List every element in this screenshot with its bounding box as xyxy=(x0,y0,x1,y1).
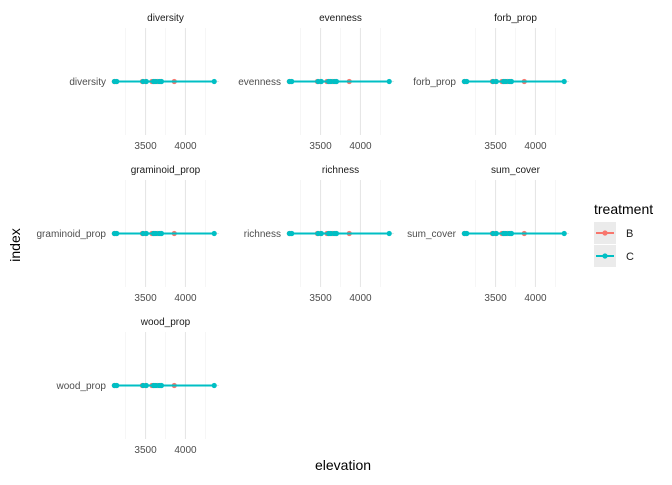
data-point-C xyxy=(289,230,295,237)
panel-graminoid-prop: graminoid_prop graminoid_prop 3500 4000 xyxy=(37,165,219,304)
legend-label-C: C xyxy=(626,251,634,263)
data-point-C xyxy=(508,78,515,85)
data-point-C xyxy=(143,230,149,237)
data-point-C xyxy=(158,230,165,237)
data-point-C xyxy=(333,230,340,237)
y-tick-label: forb_prop xyxy=(413,77,456,88)
data-point-C xyxy=(561,230,567,237)
x-tick-label: 4000 xyxy=(174,445,197,456)
x-tick-label: 3500 xyxy=(484,141,507,152)
y-tick-label: wood_prop xyxy=(56,381,107,392)
x-tick-label: 3500 xyxy=(134,445,157,456)
panel-evenness: evenness evenness 3500 4000 xyxy=(238,13,394,152)
data-point-C xyxy=(318,230,324,237)
y-tick-label: graminoid_prop xyxy=(37,229,107,240)
x-tick-label: 4000 xyxy=(174,293,197,304)
panel-title: evenness xyxy=(319,13,362,24)
data-point-C xyxy=(464,230,470,237)
panel-richness: richness richness 3500 4000 xyxy=(244,165,394,304)
data-point-C xyxy=(143,382,149,389)
x-tick-label: 4000 xyxy=(524,293,547,304)
data-point-C xyxy=(158,78,165,85)
panel-title: richness xyxy=(322,165,359,176)
x-tick-label: 4000 xyxy=(174,141,197,152)
x-tick-label: 3500 xyxy=(134,141,157,152)
data-point-C xyxy=(158,382,165,389)
panel-sum-cover: sum_cover sum_cover 3500 4000 xyxy=(407,165,569,304)
x-tick-label: 3500 xyxy=(309,293,332,304)
data-point-C xyxy=(143,78,149,85)
data-point-C xyxy=(493,78,499,85)
panel-title: wood_prop xyxy=(140,317,191,328)
data-point-C xyxy=(333,78,340,85)
x-tick-label: 3500 xyxy=(309,141,332,152)
x-tick-label: 4000 xyxy=(349,293,372,304)
data-point-C xyxy=(493,230,499,237)
x-tick-label: 3500 xyxy=(134,293,157,304)
panel-title: graminoid_prop xyxy=(131,165,201,176)
legend-key-point xyxy=(602,253,608,259)
x-tick-label: 4000 xyxy=(524,141,547,152)
data-point-C xyxy=(508,230,515,237)
data-point-C xyxy=(114,382,120,389)
panel-title: forb_prop xyxy=(494,13,537,24)
data-point-C xyxy=(114,230,120,237)
y-tick-label: diversity xyxy=(69,77,106,88)
data-point-C xyxy=(464,78,470,85)
panel-wood-prop: wood_prop wood_prop 3500 4000 xyxy=(56,317,219,456)
data-point-C xyxy=(386,230,392,237)
data-point-C xyxy=(211,382,217,389)
data-point-C xyxy=(561,78,567,85)
y-axis-title: index xyxy=(7,228,23,261)
legend-title: treatment xyxy=(594,201,653,217)
x-tick-label: 3500 xyxy=(484,293,507,304)
legend-key-point xyxy=(602,230,608,236)
panel-title: diversity xyxy=(147,13,184,24)
legend-label-B: B xyxy=(626,228,633,240)
data-point-C xyxy=(289,78,295,85)
data-point-C xyxy=(318,78,324,85)
y-tick-label: richness xyxy=(244,229,281,240)
y-tick-label: sum_cover xyxy=(407,229,457,240)
panel-title: sum_cover xyxy=(491,165,541,176)
panel-diversity: diversity diversity 3500 4000 xyxy=(69,13,219,152)
x-tick-label: 4000 xyxy=(349,141,372,152)
data-point-C xyxy=(211,78,217,85)
legend: treatment BC xyxy=(594,201,653,267)
panel-forb-prop: forb_prop forb_prop 3500 4000 xyxy=(413,13,569,152)
data-point-C xyxy=(211,230,217,237)
y-tick-label: evenness xyxy=(238,77,281,88)
x-axis-title: elevation xyxy=(315,457,371,473)
data-point-C xyxy=(114,78,120,85)
data-point-C xyxy=(386,78,392,85)
